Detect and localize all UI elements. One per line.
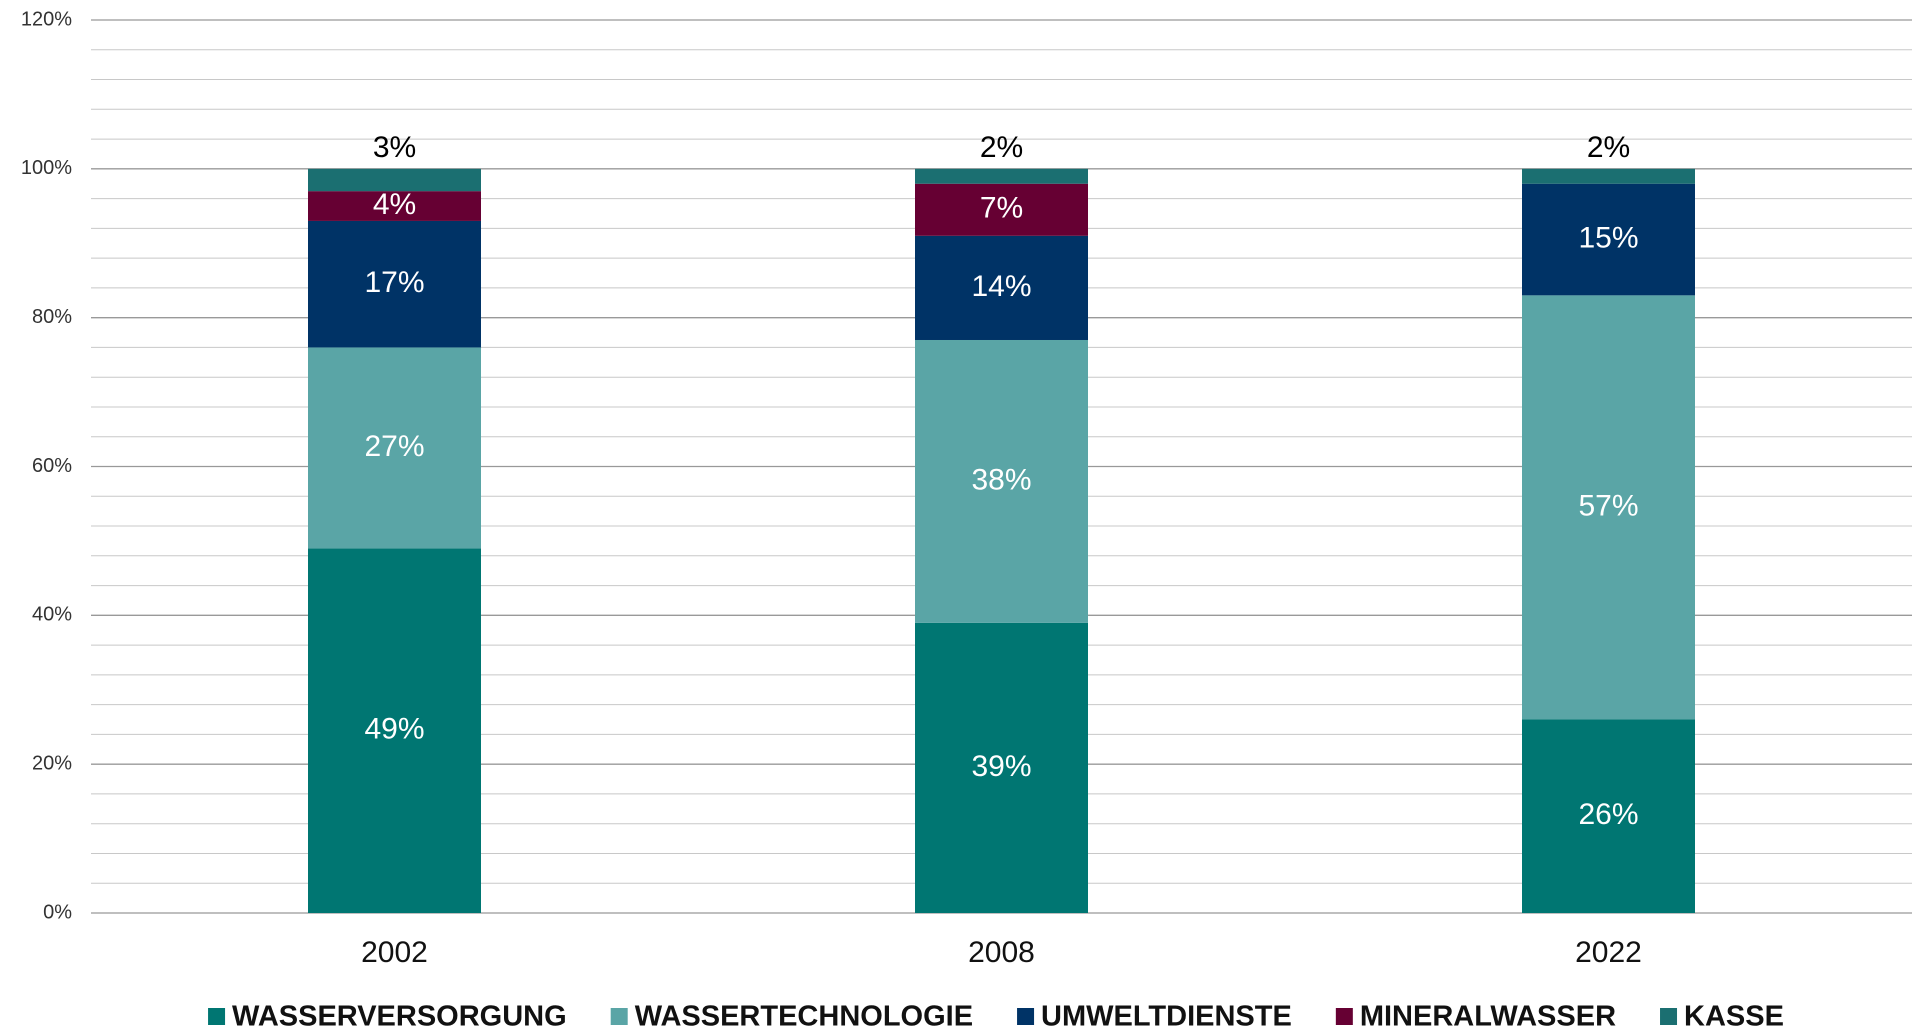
bar-segment [308, 347, 481, 549]
legend-label: WASSERVERSORGUNG [232, 1001, 567, 1033]
bar-segment [308, 220, 481, 348]
bar-segment [915, 168, 1088, 184]
legend-label: KASSE [1684, 1001, 1784, 1033]
data-label: 14% [971, 270, 1031, 303]
bar-segment [308, 168, 481, 192]
data-label: 49% [364, 713, 424, 746]
data-label: 57% [1578, 489, 1638, 522]
legend-swatch [1660, 1008, 1678, 1025]
data-label: 2% [980, 131, 1023, 164]
bar-segment [1522, 183, 1695, 296]
bar-segment [915, 622, 1088, 913]
legend-swatch [610, 1008, 628, 1025]
data-label: 2% [1587, 131, 1630, 164]
data-label: 26% [1578, 798, 1638, 831]
x-tick-label: 2008 [968, 936, 1035, 969]
y-tick-label: 60% [32, 455, 72, 477]
bar-segment [308, 191, 481, 221]
legend-swatch [1017, 1008, 1035, 1025]
y-tick-label: 0% [43, 901, 72, 923]
data-label: 7% [980, 192, 1023, 225]
bar-segment [1522, 719, 1695, 913]
data-label: 15% [1578, 221, 1638, 254]
legend-label: UMWELTDIENSTE [1041, 1001, 1292, 1033]
data-label: 38% [971, 463, 1031, 496]
data-label: 3% [373, 131, 416, 164]
legend-label: MINERALWASSER [1360, 1001, 1616, 1033]
legend-label: WASSERTECHNOLOGIE [635, 1001, 973, 1033]
data-label: 4% [373, 188, 416, 221]
x-tick-label: 2022 [1575, 936, 1642, 969]
data-label: 17% [364, 266, 424, 299]
legend-swatch [1335, 1008, 1353, 1025]
bar-segment [915, 339, 1088, 623]
y-tick-label: 40% [32, 604, 72, 626]
data-label: 27% [364, 430, 424, 463]
y-tick-label: 120% [21, 8, 72, 30]
bar-segment [308, 548, 481, 913]
bar-segment [1522, 168, 1695, 184]
y-tick-label: 80% [32, 306, 72, 328]
x-tick-label: 2002 [361, 936, 428, 969]
bar-segment [1522, 295, 1695, 720]
legend-swatch [208, 1008, 226, 1025]
bar-segment [915, 183, 1088, 236]
data-label: 39% [971, 750, 1031, 783]
y-tick-label: 20% [32, 752, 72, 774]
y-tick-label: 100% [21, 157, 72, 179]
bar-segment [915, 235, 1088, 340]
